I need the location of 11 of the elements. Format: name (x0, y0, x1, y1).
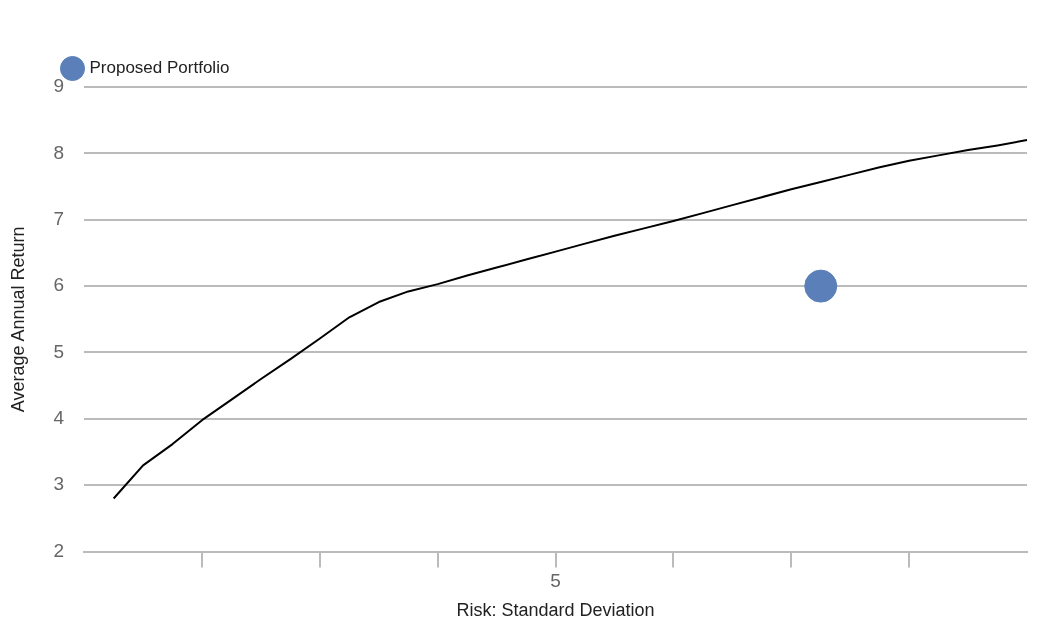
y-tick-label: 5 (53, 340, 65, 362)
y-tick-label: 6 (53, 274, 65, 296)
legend-label: Proposed Portfolio (89, 58, 230, 78)
y-tick-label: 8 (53, 141, 65, 163)
y-tick-label: 9 (53, 75, 65, 97)
y-axis-title: Average Annual Return (7, 226, 28, 413)
x-axis-title: Risk: Standard Deviation (456, 600, 655, 621)
y-tick-label: 2 (53, 539, 65, 561)
y-tick-label: 3 (53, 473, 65, 495)
y-tick-label: 7 (53, 207, 65, 229)
y-tick-label: 4 (53, 407, 65, 429)
